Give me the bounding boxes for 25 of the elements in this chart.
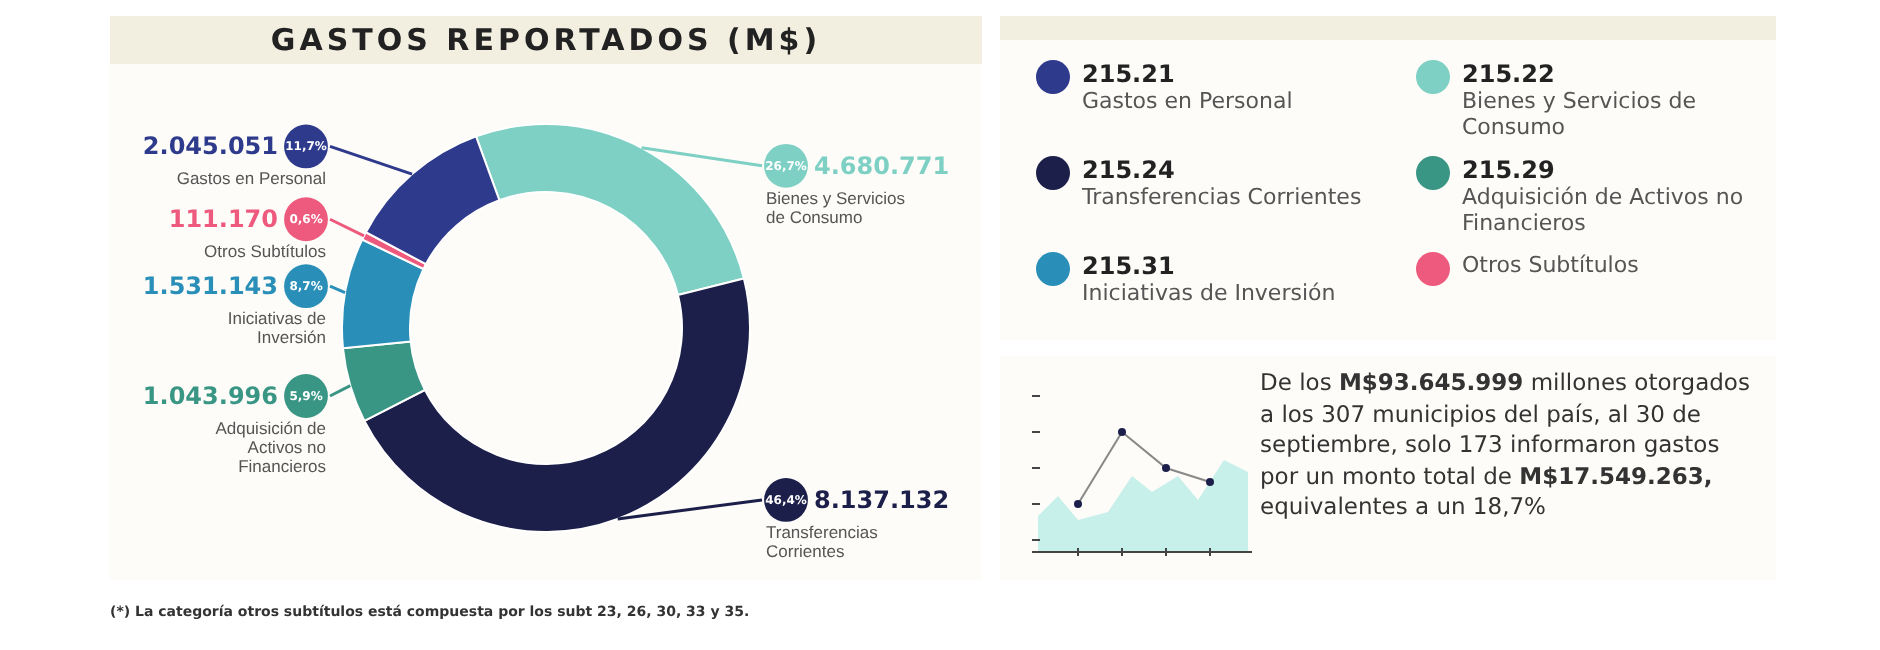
data-label: 1.043.996	[142, 381, 278, 410]
data-label: 2.045.051	[142, 132, 278, 161]
slice-label: Gastos en Personal	[176, 168, 327, 189]
chart-title: GASTOS REPORTADOS (M$)	[110, 16, 982, 64]
slice-label: Transferencias Corrientes	[766, 521, 878, 561]
slice-label: Otros Subtítulos	[204, 241, 326, 262]
text: 215.29	[1462, 156, 1555, 184]
legend-label: Otros Subtítulos	[1462, 252, 1639, 278]
text: 215.24	[1082, 156, 1175, 184]
category-label: Gastos en Personal	[1082, 88, 1293, 114]
slice-label: Bienes y Servicios de Consumo	[766, 187, 905, 227]
category-label: Iniciativas de Inversión	[1082, 280, 1336, 306]
data-label: 111.170	[168, 205, 278, 234]
data-label: 1.531.143	[142, 272, 278, 301]
text: 215.21	[1082, 60, 1175, 88]
data-label: 4.680.771	[814, 151, 950, 180]
category-label: Transferencias Corrientes	[1082, 184, 1362, 210]
category-label: Adquisición de Activos no Financieros	[1462, 184, 1744, 236]
category-label: Bienes y Servicios de Consumo	[1462, 88, 1696, 140]
slice-label: Iniciativas de Inversión	[227, 308, 327, 348]
slice-label: Adquisición de Activos no Financieros	[215, 417, 327, 476]
text: 215.31	[1082, 252, 1175, 280]
text: 215.22	[1462, 60, 1555, 88]
data-label: 8.137.132	[814, 485, 950, 514]
text: De los M$93.645.999 millones otorgados a los 307 municipios del país, al 30 de septiembre, solo 173 informaron gastos por un monto total de M$17.549.263, equivalentes a un 18,7%	[1260, 368, 1752, 523]
